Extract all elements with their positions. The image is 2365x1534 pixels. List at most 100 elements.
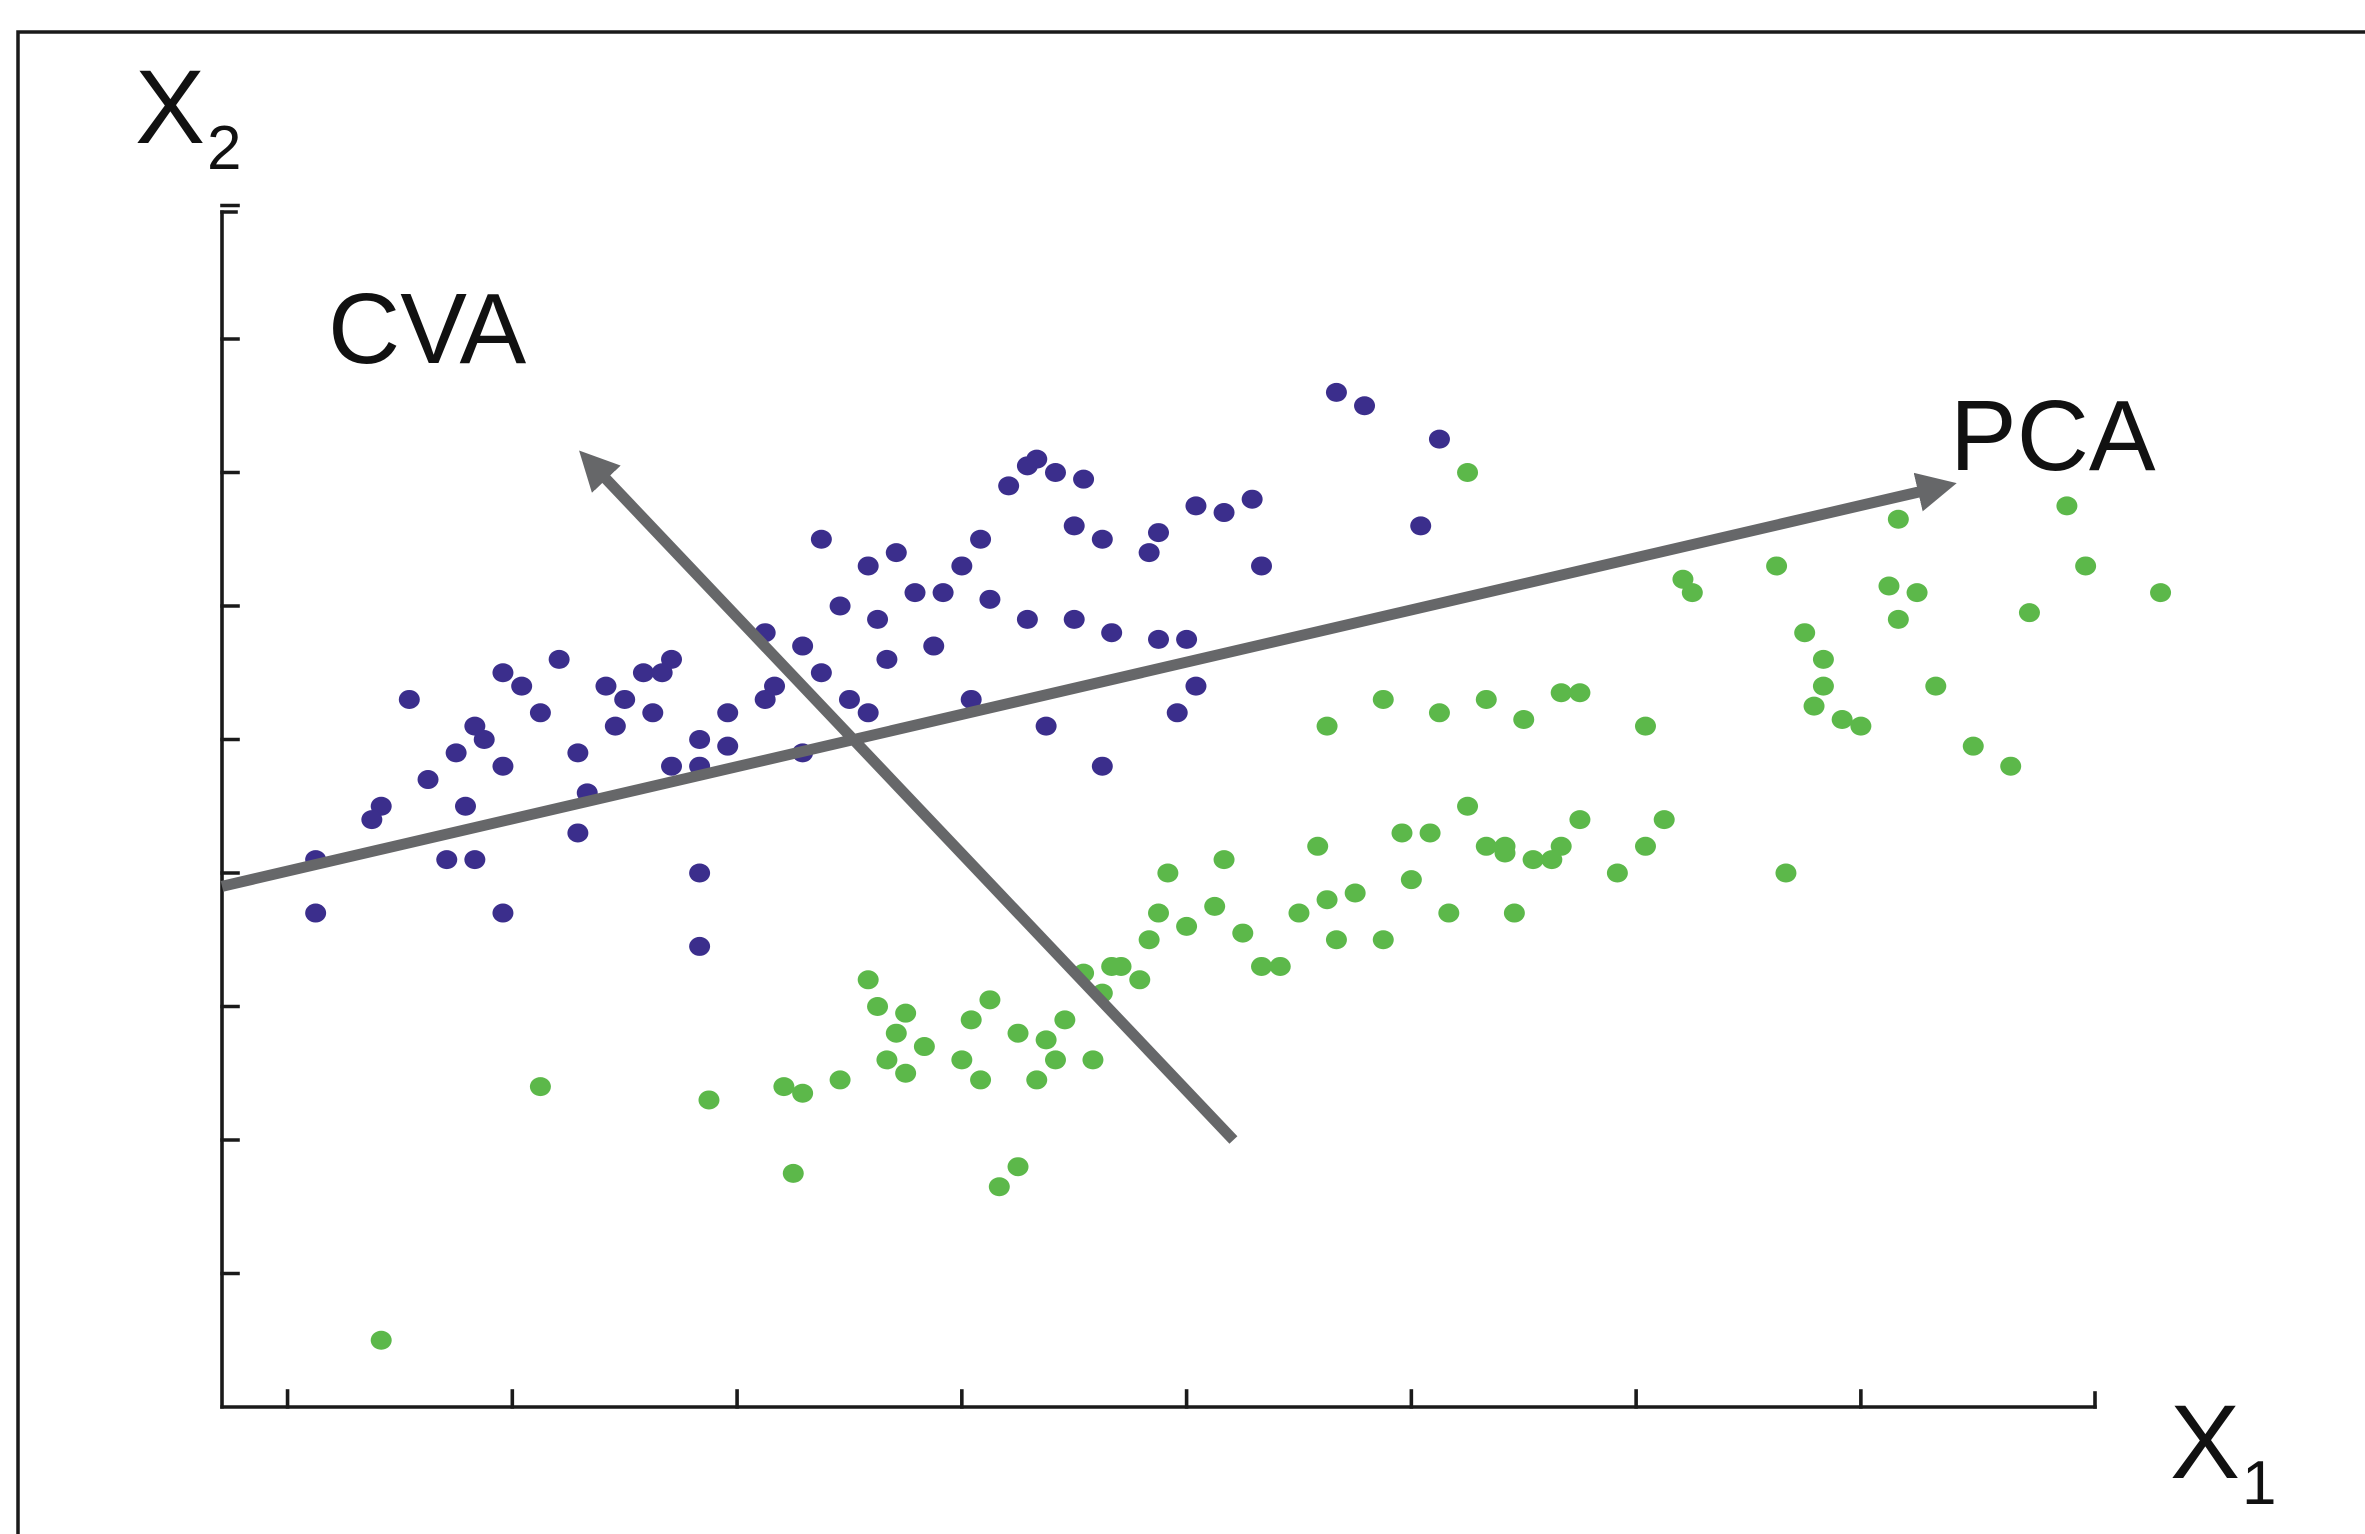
- data-point-series-2: [1850, 716, 1872, 736]
- pca-label: PCA: [1950, 380, 2156, 492]
- data-point-series-1: [792, 636, 814, 656]
- data-point-series-1: [1063, 609, 1085, 629]
- data-point-series-1: [361, 810, 383, 830]
- data-point-series-2: [951, 1050, 973, 1070]
- data-point-series-2: [1550, 683, 1572, 703]
- data-point-series-1: [1148, 523, 1169, 543]
- data-point-series-1: [1026, 449, 1048, 469]
- axes: [220, 203, 2097, 1409]
- data-point-series-2: [1044, 1050, 1066, 1070]
- data-point-series-2: [960, 1010, 982, 1030]
- data-point-series-2: [1766, 556, 1788, 576]
- data-point-series-2: [1372, 689, 1394, 709]
- data-point-series-2: [876, 1050, 898, 1070]
- data-point-series-2: [1391, 823, 1413, 843]
- data-point-series-2: [2000, 756, 2022, 776]
- data-point-series-2: [1475, 689, 1497, 709]
- data-point-series-2: [1878, 576, 1900, 596]
- data-point-series-2: [1035, 1030, 1057, 1050]
- data-point-series-1: [1166, 703, 1188, 723]
- data-point-series-1: [810, 529, 832, 549]
- data-point-series-1: [398, 689, 420, 709]
- data-point-series-2: [1831, 709, 1853, 729]
- data-point-series-2: [1007, 1023, 1029, 1043]
- data-point-series-1: [1428, 429, 1450, 449]
- data-point-series-2: [782, 1163, 804, 1183]
- data-point-series-2: [1457, 796, 1479, 816]
- data-point-series-2: [1475, 836, 1497, 856]
- data-point-series-1: [1176, 629, 1198, 649]
- data-point-series-1: [810, 663, 832, 683]
- data-point-series-2: [1251, 956, 1273, 976]
- data-point-series-2: [1428, 703, 1450, 723]
- data-point-series-1: [923, 636, 945, 656]
- data-point-series-1: [1044, 463, 1066, 482]
- data-point-series-2: [1148, 903, 1169, 923]
- data-point-series-2: [885, 1023, 907, 1043]
- data-point-series-1: [1091, 756, 1113, 776]
- data-point-series-1: [1138, 543, 1160, 563]
- data-point-series-1: [1091, 529, 1113, 549]
- data-point-series-2: [1634, 716, 1656, 736]
- data-point-series-1: [838, 689, 860, 709]
- x-axis-label: X1: [2170, 1384, 2277, 1518]
- data-point-series-1: [473, 730, 495, 749]
- data-point-series-1: [904, 583, 926, 603]
- data-point-series-1: [614, 689, 636, 709]
- data-point-series-1: [651, 663, 673, 683]
- data-point-series-2: [2150, 583, 2172, 603]
- pca-arrow: [220, 472, 1957, 892]
- data-point-series-2: [1157, 863, 1179, 883]
- data-point-series-2: [867, 997, 889, 1016]
- data-point-series-1: [1410, 516, 1432, 536]
- data-point-series-2: [2056, 496, 2078, 516]
- data-point-series-1: [689, 863, 711, 883]
- data-point-series-1: [885, 543, 907, 563]
- data-point-series-2: [1101, 956, 1123, 976]
- data-point-series-1: [979, 589, 1001, 609]
- data-point-series-1: [1148, 629, 1169, 649]
- data-point-series-2: [1213, 850, 1235, 870]
- data-point-series-1: [454, 796, 476, 816]
- data-point-series-1: [932, 583, 954, 603]
- data-point-series-2: [895, 1003, 917, 1023]
- data-point-series-2: [1550, 836, 1572, 856]
- data-point-series-2: [1962, 736, 1984, 756]
- data-point-series-1: [1185, 496, 1207, 516]
- data-point-series-2: [792, 1083, 814, 1103]
- data-point-series-2: [1503, 903, 1525, 923]
- data-point-series-1: [1035, 716, 1057, 736]
- data-point-series-2: [970, 1070, 992, 1090]
- x-ticks: [285, 1389, 1863, 1409]
- data-point-series-1: [867, 609, 889, 629]
- data-point-series-2: [1372, 930, 1394, 950]
- data-point-series-2: [1325, 930, 1347, 950]
- data-point-series-1: [1063, 516, 1085, 536]
- data-point-series-1: [689, 730, 711, 749]
- data-point-series-2: [1269, 956, 1291, 976]
- data-point-series-1: [661, 756, 683, 776]
- data-point-series-1: [511, 676, 533, 696]
- data-point-series-2: [1887, 509, 1909, 529]
- data-point-series-1: [642, 703, 664, 723]
- data-point-series-2: [1129, 970, 1151, 990]
- data-point-series-1: [464, 850, 486, 870]
- data-point-series-2: [1457, 463, 1479, 482]
- data-point-series-2: [1803, 696, 1825, 716]
- data-point-series-2: [1494, 843, 1516, 863]
- data-point-series-2: [1681, 583, 1703, 603]
- data-point-series-2: [1887, 609, 1909, 629]
- data-point-series-1: [689, 936, 711, 956]
- data-point-series-2: [1794, 623, 1816, 643]
- data-point-series-1: [1325, 382, 1347, 402]
- data-point-series-2: [1438, 903, 1460, 923]
- data-point-series-2: [1082, 1050, 1104, 1070]
- data-point-series-1: [567, 823, 589, 843]
- data-point-series-1: [548, 649, 570, 669]
- data-point-series-1: [436, 850, 458, 870]
- y-axis-label-subscript: 2: [207, 114, 241, 183]
- data-point-series-2: [1232, 923, 1254, 943]
- data-point-series-2: [1606, 863, 1628, 883]
- y-axis-label: X2: [135, 49, 242, 183]
